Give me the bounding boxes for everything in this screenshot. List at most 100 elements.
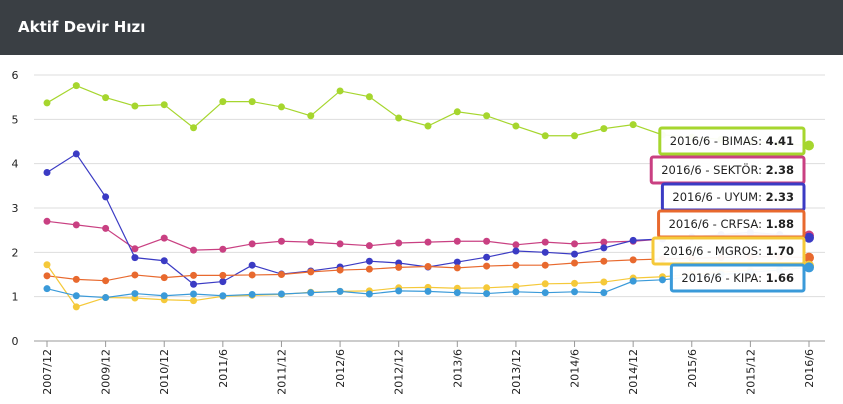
data-point bbox=[72, 150, 80, 158]
data-point bbox=[571, 240, 579, 248]
x-tick-label: 2014/6 bbox=[569, 349, 582, 388]
data-point bbox=[629, 256, 637, 264]
data-point bbox=[483, 253, 491, 261]
data-point bbox=[219, 271, 227, 279]
data-point bbox=[43, 272, 51, 280]
data-point bbox=[424, 263, 432, 271]
data-point bbox=[804, 252, 814, 263]
x-tick-label: 2016/6 bbox=[803, 349, 816, 388]
data-point bbox=[277, 237, 285, 245]
x-tick-label: 2014/12 bbox=[627, 349, 640, 395]
tooltip-text: 2016/6 - CRFSA: 1.88 bbox=[669, 217, 794, 231]
data-point bbox=[190, 246, 198, 254]
data-point bbox=[72, 303, 80, 311]
tooltip-value: 4.41 bbox=[766, 134, 794, 148]
data-point bbox=[424, 122, 432, 130]
tooltip: 2016/6 - KIPA: 1.66 bbox=[669, 263, 806, 293]
data-point bbox=[131, 290, 139, 298]
tooltip-value: 1.70 bbox=[766, 244, 794, 258]
data-point bbox=[395, 263, 403, 271]
data-point bbox=[571, 279, 579, 287]
x-tick-label: 2013/12 bbox=[510, 349, 523, 395]
data-point bbox=[336, 266, 344, 274]
data-point bbox=[512, 241, 520, 249]
data-point bbox=[160, 274, 168, 282]
data-point bbox=[541, 132, 549, 140]
data-point bbox=[219, 278, 227, 286]
tooltip-label: 2016/6 - BIMAS: bbox=[670, 134, 766, 148]
tooltip-box bbox=[658, 126, 806, 156]
data-point bbox=[629, 236, 637, 244]
y-tick-label: 2 bbox=[12, 246, 19, 259]
data-point bbox=[571, 250, 579, 258]
data-point bbox=[571, 288, 579, 296]
x-tick-label: 2010/12 bbox=[158, 349, 171, 395]
data-point bbox=[395, 239, 403, 247]
data-point bbox=[512, 261, 520, 269]
data-point bbox=[512, 247, 520, 255]
tooltip-text: 2016/6 - BIMAS: 4.41 bbox=[670, 134, 794, 148]
x-tick-label: 2012/12 bbox=[393, 349, 406, 395]
data-point bbox=[571, 132, 579, 140]
data-point bbox=[453, 237, 461, 245]
data-point bbox=[190, 297, 198, 305]
data-point bbox=[219, 245, 227, 253]
data-point bbox=[43, 285, 51, 293]
data-point bbox=[307, 289, 315, 297]
data-point bbox=[131, 245, 139, 253]
data-point bbox=[219, 292, 227, 300]
x-tick-label: 2012/6 bbox=[334, 349, 347, 388]
y-tick-label: 1 bbox=[12, 291, 19, 304]
data-point bbox=[453, 289, 461, 297]
x-tick-label: 2007/12 bbox=[41, 349, 54, 395]
data-point bbox=[336, 287, 344, 295]
x-tick-label: 2015/6 bbox=[686, 349, 699, 388]
data-point bbox=[600, 238, 608, 246]
data-point bbox=[248, 261, 256, 269]
y-tick-label: 4 bbox=[12, 158, 19, 171]
data-point bbox=[512, 282, 520, 290]
data-point bbox=[658, 276, 666, 284]
tooltip-value: 1.66 bbox=[766, 271, 794, 285]
data-point bbox=[307, 238, 315, 246]
tooltip-text: 2016/6 - MGROS: 1.70 bbox=[663, 244, 794, 258]
data-point bbox=[541, 238, 549, 246]
tooltip-box bbox=[669, 263, 806, 293]
data-point bbox=[424, 287, 432, 295]
data-point bbox=[512, 122, 520, 130]
data-point bbox=[483, 262, 491, 270]
data-point bbox=[483, 290, 491, 298]
data-point bbox=[248, 290, 256, 298]
data-point bbox=[804, 140, 814, 151]
tooltip-value: 2.33 bbox=[766, 190, 794, 204]
data-point bbox=[43, 99, 51, 107]
data-point bbox=[365, 290, 373, 298]
tooltip-label: 2016/6 - UYUM: bbox=[672, 190, 765, 204]
chart-title: Aktif Devir Hızı bbox=[18, 18, 145, 36]
tooltip: 2016/6 - CRFSA: 1.88 bbox=[657, 209, 806, 239]
data-point bbox=[102, 294, 110, 302]
data-point bbox=[248, 240, 256, 248]
x-tick-label: 2013/6 bbox=[451, 349, 464, 388]
data-point bbox=[336, 87, 344, 95]
x-tick-label: 2015/12 bbox=[744, 349, 757, 395]
tooltip-text: 2016/6 - KIPA: 1.66 bbox=[681, 271, 794, 285]
data-point bbox=[102, 94, 110, 102]
data-point bbox=[804, 262, 814, 273]
data-point bbox=[424, 238, 432, 246]
data-point bbox=[131, 254, 139, 262]
header bbox=[0, 0, 843, 55]
data-point bbox=[160, 292, 168, 300]
data-point bbox=[483, 237, 491, 245]
tooltip: 2016/6 - UYUM: 2.33 bbox=[660, 182, 806, 212]
tooltip-value: 1.88 bbox=[766, 217, 794, 231]
y-tick-label: 5 bbox=[12, 113, 19, 126]
data-point bbox=[160, 257, 168, 265]
data-point bbox=[600, 244, 608, 252]
tooltip: 2016/6 - BIMAS: 4.41 bbox=[658, 126, 806, 156]
data-point bbox=[483, 112, 491, 120]
data-point bbox=[512, 288, 520, 296]
data-point bbox=[160, 101, 168, 109]
data-point bbox=[248, 271, 256, 279]
data-point bbox=[190, 280, 198, 288]
